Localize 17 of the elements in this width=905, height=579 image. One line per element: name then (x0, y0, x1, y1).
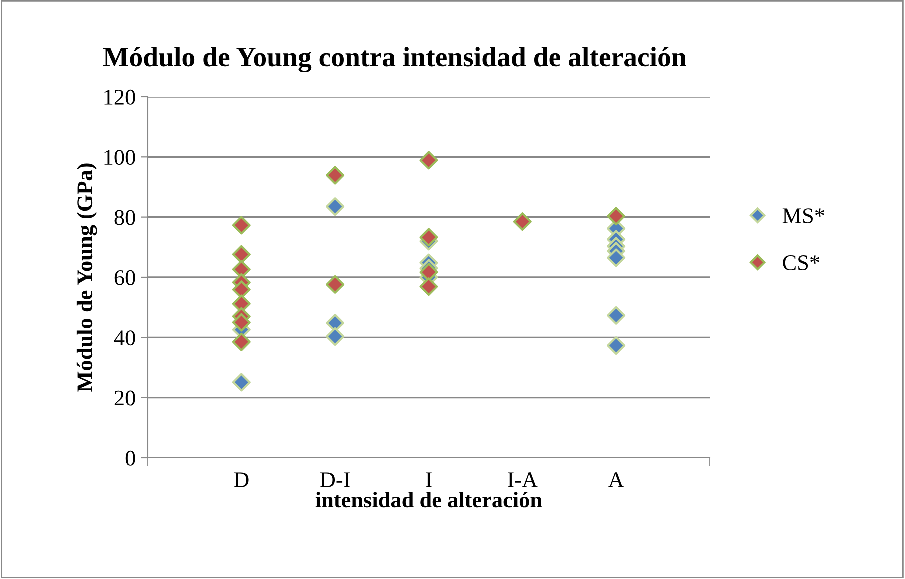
x-tick-label: D-I (320, 472, 350, 488)
x-tick-label: D (234, 472, 249, 488)
x-tick-label: I (426, 472, 432, 488)
x-tick-label: A (608, 472, 624, 488)
y-tick-label: 100 (104, 150, 136, 166)
chart-title: Módulo de Young contra intensidad de alteración (103, 47, 686, 73)
legend-label: MS* (782, 208, 824, 224)
y-tick-label: 60 (114, 270, 136, 286)
y-tick-label: 80 (114, 210, 136, 226)
y-tick-label: 40 (114, 330, 136, 346)
y-tick-label: 120 (104, 90, 136, 105)
x-tick-label: I-A (508, 472, 538, 488)
y-tick-label: 20 (114, 390, 136, 406)
y-tick-label: 0 (126, 450, 136, 466)
y-axis-title: Módulo de Young (GPa) (76, 164, 98, 392)
legend-label: CS* (783, 256, 820, 270)
x-axis-title: intensidad de alteración (316, 492, 542, 508)
